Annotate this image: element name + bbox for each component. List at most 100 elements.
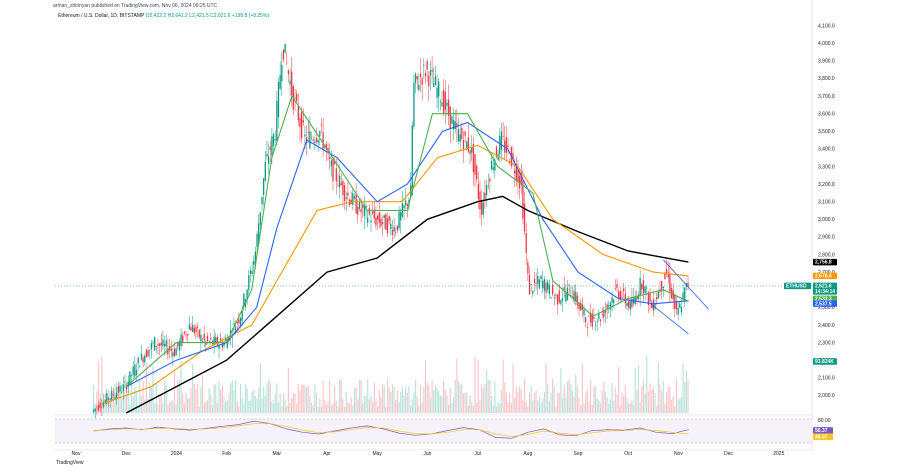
y-tick-label: 4,100.0 xyxy=(818,23,835,29)
volume-bar xyxy=(449,387,451,413)
candle-body xyxy=(418,84,420,91)
candle-body xyxy=(213,336,215,345)
volume-bar xyxy=(334,385,336,413)
volume-bar xyxy=(636,390,638,413)
volume-bar xyxy=(439,395,441,413)
volume-bar xyxy=(137,406,139,413)
candle-body xyxy=(629,299,631,310)
volume-bar xyxy=(642,379,645,413)
volume-bar xyxy=(646,355,648,413)
candle-body xyxy=(137,357,139,364)
volume-bar xyxy=(555,406,557,413)
candle-body xyxy=(365,205,367,210)
candle-body xyxy=(542,280,544,289)
candle-body xyxy=(665,268,668,273)
candle-body xyxy=(258,223,260,245)
volume-bar xyxy=(649,383,651,413)
candle-body xyxy=(289,80,291,85)
candle-body xyxy=(221,343,224,348)
volume-bar xyxy=(172,400,174,413)
candle-body xyxy=(223,342,225,347)
candle-body xyxy=(330,160,333,167)
x-tick-label: Nov xyxy=(674,451,683,457)
volume-bar xyxy=(325,404,328,413)
candle-body xyxy=(119,385,121,392)
y-tick-label: 2,800.0 xyxy=(818,252,835,258)
candle-body xyxy=(482,202,484,215)
volume-bar xyxy=(613,400,615,413)
candle-body xyxy=(578,302,580,310)
candle-body xyxy=(304,134,306,137)
candle-body xyxy=(279,74,281,89)
candle-body xyxy=(248,275,250,290)
candle-body xyxy=(680,307,683,313)
volume-bar xyxy=(188,398,190,413)
candle-body xyxy=(243,293,245,307)
volume-bar xyxy=(213,384,215,413)
ohlc-values: O2,422.2 H2,641.2 L2,421.5 C2,621.6 +199… xyxy=(145,13,270,19)
y-tick-label: 2,000.0 xyxy=(818,393,835,399)
candle-body xyxy=(530,284,532,285)
volume-bar xyxy=(679,398,681,413)
price-tag-value: 2,537.5 xyxy=(815,301,832,307)
candle-body xyxy=(228,336,230,342)
x-tick-label: 2025 xyxy=(773,451,784,457)
candle-body xyxy=(215,337,217,344)
volume-bar xyxy=(130,383,133,413)
candle-body xyxy=(550,297,552,299)
candle-body xyxy=(234,326,237,334)
volume-bar xyxy=(509,392,511,413)
volume-bar xyxy=(248,401,250,413)
candle-body xyxy=(203,333,205,341)
volume-bar xyxy=(215,383,217,413)
candle-body xyxy=(571,296,574,298)
volume-bar xyxy=(505,391,507,413)
candle-body xyxy=(144,356,146,363)
candle-body xyxy=(325,143,328,150)
candle-body xyxy=(267,156,270,165)
candle-body xyxy=(647,292,650,306)
volume-bar xyxy=(626,397,628,413)
candle-body xyxy=(94,408,96,412)
candle-body xyxy=(505,137,508,154)
candle-body xyxy=(480,200,483,216)
candle-body xyxy=(198,329,200,338)
candle-body xyxy=(654,303,656,309)
volume-bar xyxy=(231,380,233,413)
volume-bar xyxy=(263,386,265,413)
candle-body xyxy=(547,281,549,290)
volume-bar xyxy=(403,395,405,413)
candle-body xyxy=(264,161,266,181)
candle-body xyxy=(429,70,432,76)
candle-body xyxy=(679,303,681,308)
volume-bar xyxy=(159,396,161,413)
candle-body xyxy=(347,192,349,196)
volume-bar xyxy=(302,384,304,413)
volume-bar xyxy=(101,356,103,413)
volume-bar xyxy=(685,370,687,413)
volume-bar xyxy=(335,400,337,413)
candle-body xyxy=(639,277,641,296)
volume-bar xyxy=(443,380,445,413)
candle-body xyxy=(125,385,128,390)
volume-bar xyxy=(324,400,326,413)
candle-body xyxy=(236,321,238,323)
candle-body xyxy=(269,146,271,151)
x-tick-label: Oct xyxy=(624,451,632,457)
candle-body xyxy=(657,292,659,299)
candle-body xyxy=(576,295,579,306)
candle-body xyxy=(175,348,177,356)
volume-bar xyxy=(580,405,582,413)
volume-bar xyxy=(160,394,162,413)
candle-body xyxy=(456,123,458,128)
candle-body xyxy=(606,304,608,309)
y-tick-label: 2,500.0 xyxy=(818,305,835,311)
volume-bar xyxy=(656,406,658,413)
volume-bar xyxy=(637,365,640,413)
candle-body xyxy=(329,156,331,159)
x-tick-label: Jul xyxy=(474,451,480,457)
candle-body xyxy=(352,193,354,205)
candle-body xyxy=(92,409,95,413)
volume-bar xyxy=(187,398,189,413)
